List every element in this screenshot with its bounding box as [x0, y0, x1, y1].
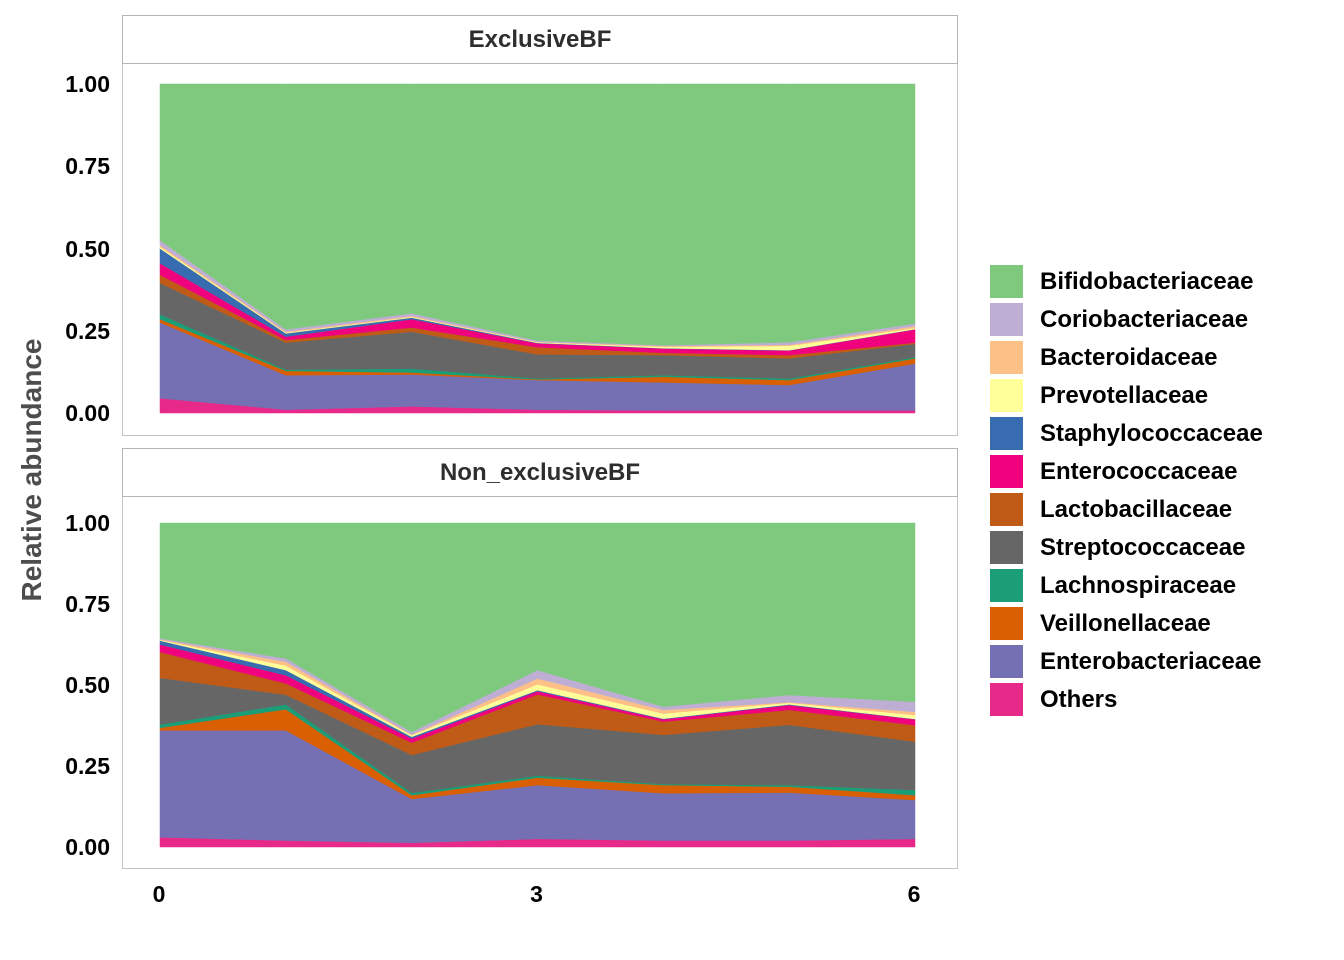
legend-swatch-streptococcaceae [990, 531, 1023, 564]
legend-item: Enterobacteriaceae [990, 643, 1263, 680]
area-bifidobacteriaceae [159, 83, 916, 346]
y-axis-title: Relative abundance [16, 338, 47, 602]
legend-label: Lactobacillaceae [1040, 495, 1233, 523]
x-tick-label: 3 [530, 881, 543, 907]
legend-label: Prevotellaceae [1040, 381, 1209, 409]
legend-item: Bifidobacteriaceae [990, 263, 1263, 300]
legend-swatch-prevotellaceae [990, 379, 1023, 412]
y-tick-label: 1.00 [65, 510, 110, 536]
y-tick-label: 0.50 [65, 672, 110, 698]
y-tick-label: 0.75 [65, 153, 110, 180]
x-tick-label: 0 [152, 881, 166, 907]
y-tick-label: 0.25 [65, 753, 110, 779]
legend-item: Veillonellaceae [990, 605, 1263, 642]
panel-exclusivebf [122, 64, 958, 436]
legend-swatch-bacteroidaceae [990, 341, 1023, 374]
legend: Bifidobacteriaceae Coriobacteriaceae Bacte… [990, 263, 1263, 719]
y-tick-label: 0.00 [65, 834, 110, 860]
legend-swatch-staphylococcaceae [990, 417, 1023, 450]
legend-label: Enterococcaceae [1040, 457, 1238, 485]
legend-swatch-lachnospiraceae [990, 569, 1023, 602]
stacked-area-exclusivebf [159, 83, 916, 414]
legend-swatch-others [990, 683, 1023, 716]
legend-item: Lachnospiraceae [990, 567, 1263, 604]
legend-swatch-enterobacteriaceae [990, 645, 1023, 678]
y-tick-label: 1.00 [65, 71, 110, 97]
legend-item: Enterococcaceae [990, 453, 1263, 490]
legend-label: Lachnospiraceae [1040, 571, 1237, 599]
y-tick-label: 0.25 [65, 317, 110, 344]
x-tick-label: 6 [907, 881, 921, 907]
legend-item: Streptococcaceae [990, 529, 1263, 566]
legend-swatch-lactobacillaceae [990, 493, 1023, 526]
panel-non-exclusivebf [122, 497, 958, 869]
y-tick-label: 0.75 [65, 591, 110, 617]
stacked-area-non-exclusivebf [159, 522, 916, 848]
legend-item: Coriobacteriaceae [990, 301, 1263, 338]
legend-label: Veillonellaceae [1040, 609, 1211, 637]
facet-strip-exclusivebf: ExclusiveBF [122, 15, 958, 64]
legend-item: Staphylococcaceae [990, 415, 1263, 452]
legend-label: Streptococcaceae [1040, 533, 1246, 561]
legend-label: Bifidobacteriaceae [1040, 267, 1254, 295]
legend-swatch-coriobacteriaceae [990, 303, 1023, 336]
y-tick-label: 0.00 [65, 400, 110, 426]
facet-strip-non-exclusivebf: Non_exclusiveBF [122, 448, 958, 497]
facet-strip-label: ExclusiveBF [468, 25, 612, 53]
legend-item: Prevotellaceae [990, 377, 1263, 414]
legend-label: Others [1040, 685, 1118, 713]
facet-strip-label: Non_exclusiveBF [439, 458, 641, 486]
legend-item: Bacteroidaceae [990, 339, 1263, 376]
legend-swatch-bifidobacteriaceae [990, 265, 1023, 298]
legend-item: Lactobacillaceae [990, 491, 1263, 528]
legend-swatch-veillonellaceae [990, 607, 1023, 640]
legend-label: Enterobacteriaceae [1040, 647, 1262, 675]
legend-item: Others [990, 681, 1263, 718]
legend-label: Staphylococcaceae [1040, 419, 1263, 447]
legend-label: Coriobacteriaceae [1040, 305, 1249, 333]
legend-label: Bacteroidaceae [1040, 343, 1218, 371]
legend-swatch-enterococcaceae [990, 455, 1023, 488]
y-tick-label: 0.50 [65, 235, 110, 262]
area-bifidobacteriaceae [159, 522, 916, 733]
